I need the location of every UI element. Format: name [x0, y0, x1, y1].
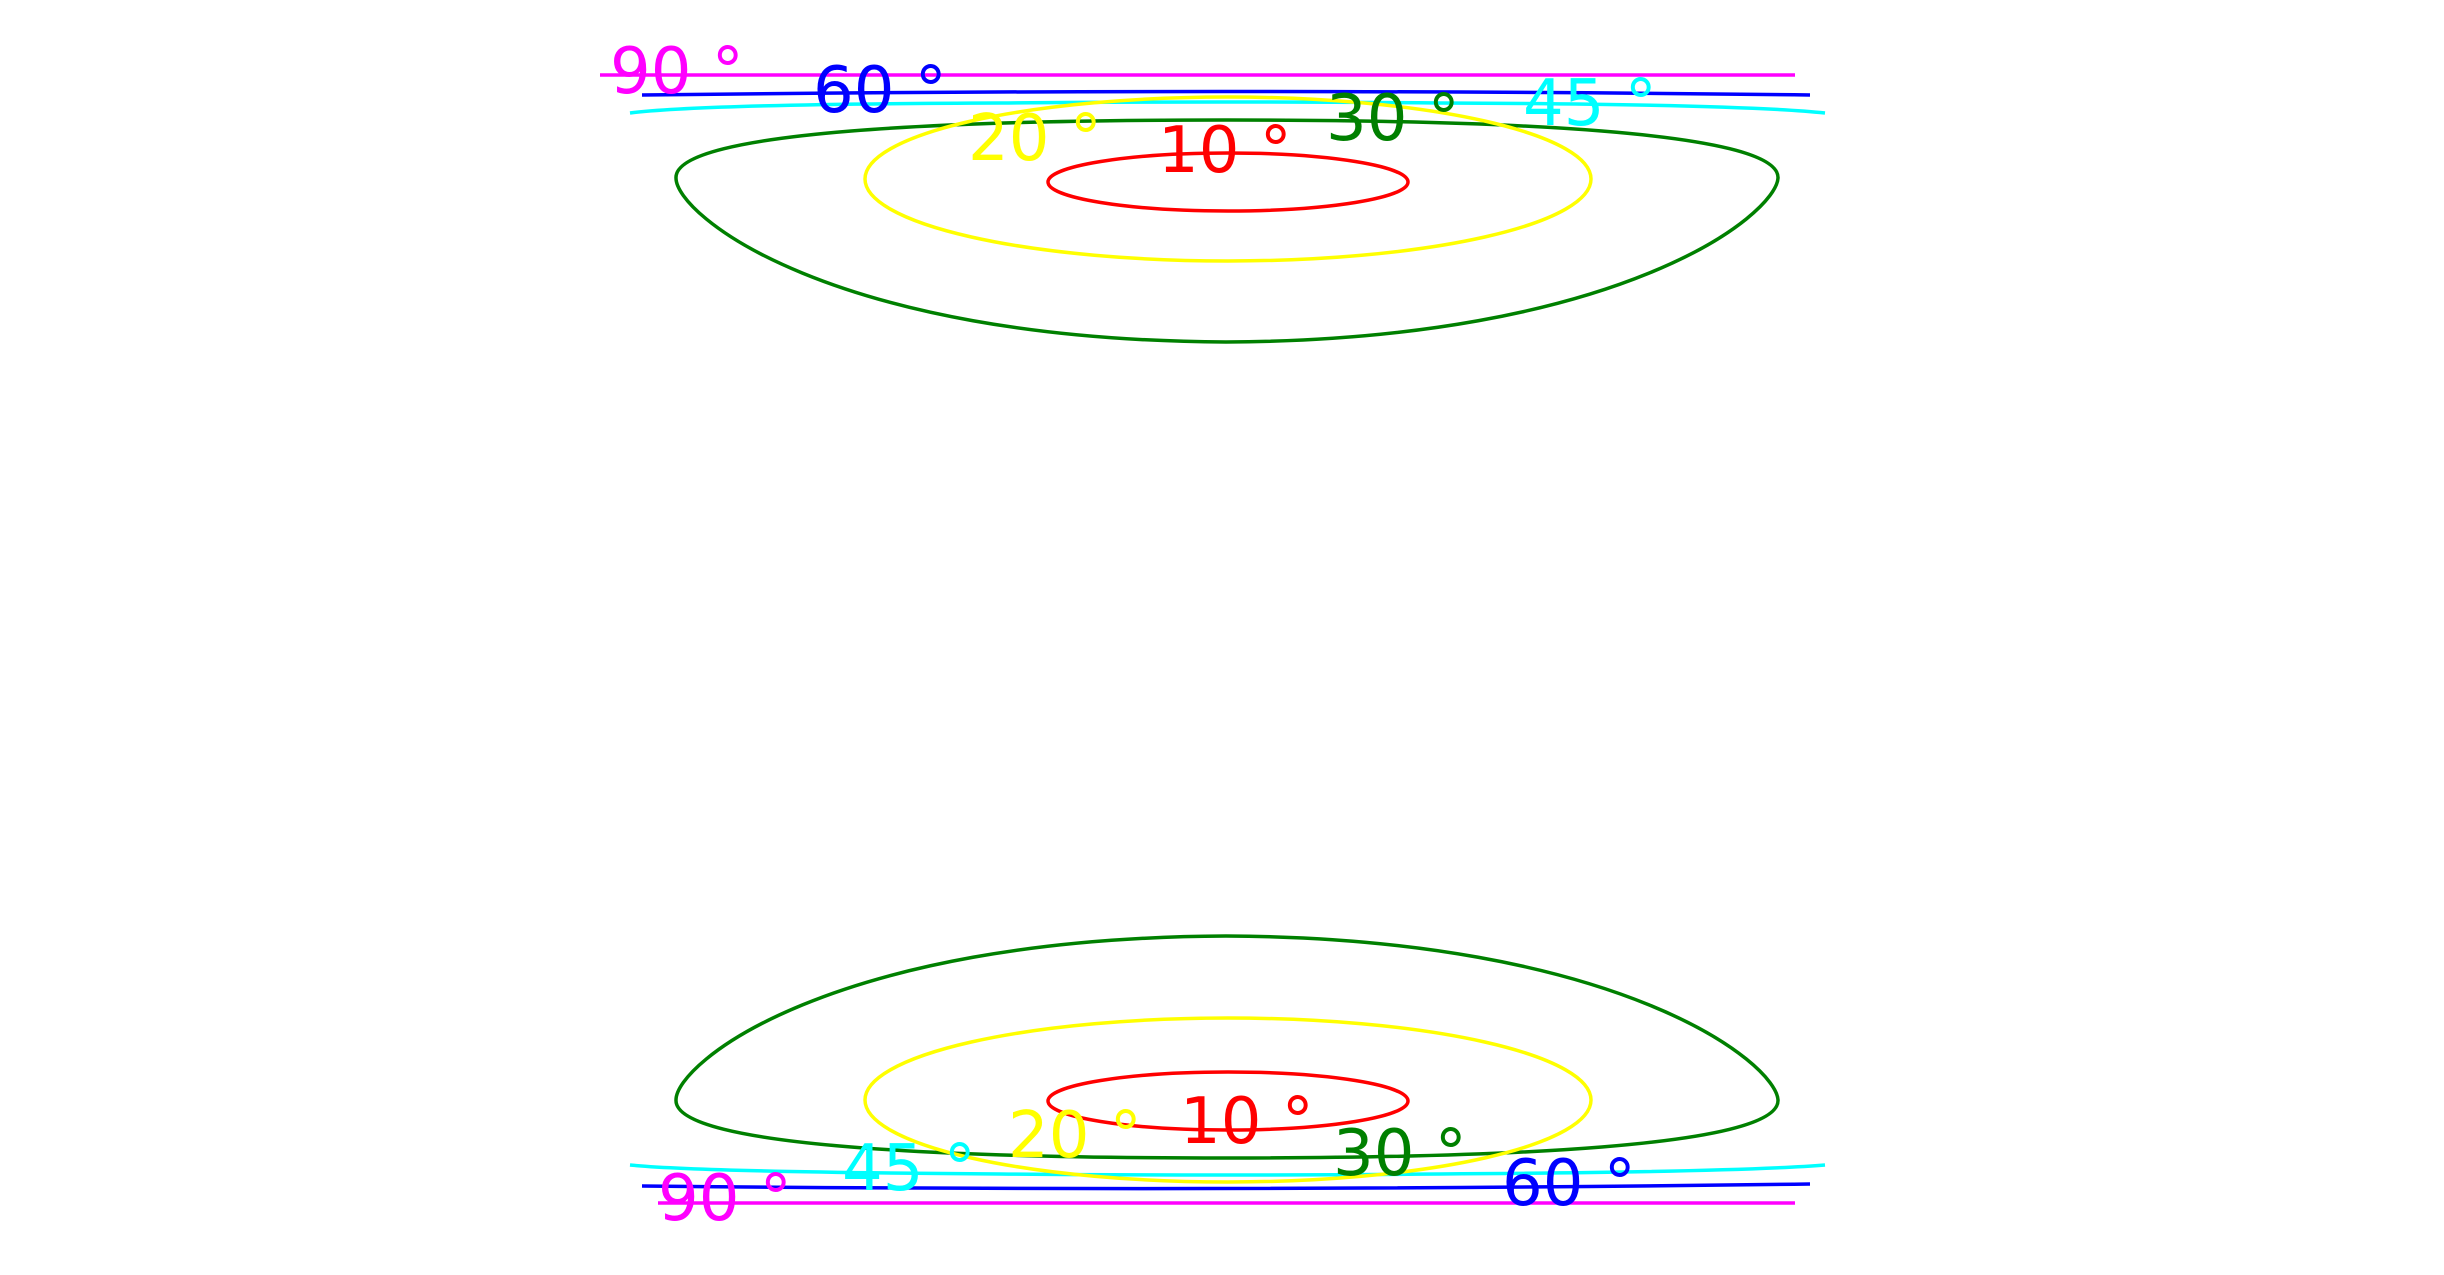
top-label-60: 60 °	[813, 54, 947, 128]
top-contour-10	[1046, 151, 1410, 213]
top-contour-20	[863, 95, 1593, 263]
bottom-label-30: 30 °	[1333, 1117, 1467, 1191]
bottom-contour-60	[641, 1182, 1811, 1191]
bottom-contour-45	[629, 1163, 1826, 1177]
top-label-45: 45 °	[1523, 67, 1657, 141]
top-label-90: 90 °	[610, 35, 744, 109]
top-contour-30	[674, 118, 1780, 344]
bottom-label-20: 20 °	[1008, 1099, 1142, 1173]
bottom-label-90: 90 °	[658, 1162, 792, 1236]
bottom-labels: 90 ° 60 ° 45 ° 30 ° 20 ° 10 °	[658, 1085, 1636, 1236]
top-label-20: 20 °	[968, 102, 1102, 176]
top-lobe	[600, 73, 1826, 344]
top-label-30: 30 °	[1326, 82, 1460, 156]
top-contour-45	[629, 100, 1826, 115]
bottom-lobe	[629, 934, 1826, 1205]
bottom-label-10: 10 °	[1180, 1085, 1314, 1159]
bottom-contour-30	[674, 934, 1780, 1160]
top-label-10: 10 °	[1158, 114, 1292, 188]
bottom-label-60: 60 °	[1502, 1147, 1636, 1221]
top-labels: 90 ° 60 ° 45 ° 30 ° 20 ° 10 °	[610, 35, 1657, 188]
top-contour-60	[641, 89, 1811, 97]
bottom-label-45: 45 °	[842, 1132, 976, 1206]
bottom-contour-20	[863, 1016, 1593, 1184]
bottom-contour-10	[1046, 1070, 1410, 1132]
